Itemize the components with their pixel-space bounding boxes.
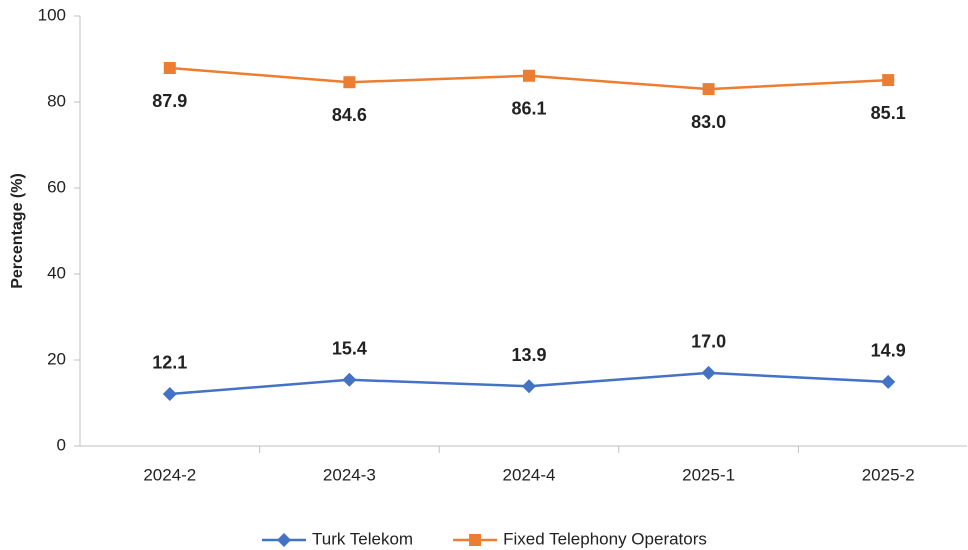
x-tick-label: 2025-1 xyxy=(682,465,735,484)
x-tick-label: 2024-3 xyxy=(323,465,376,484)
x-tick-label: 2025-2 xyxy=(862,465,915,484)
marker xyxy=(162,386,177,401)
y-axis-label: Percentage (%) xyxy=(9,173,26,289)
data-label: 12.1 xyxy=(152,353,187,373)
y-tick-label: 20 xyxy=(47,349,66,368)
x-tick-label: 2024-2 xyxy=(143,465,196,484)
marker xyxy=(163,62,176,75)
marker xyxy=(882,74,895,87)
marker xyxy=(881,374,896,389)
marker xyxy=(522,379,536,394)
marker xyxy=(342,372,357,387)
marker xyxy=(701,365,716,380)
data-label: 83.0 xyxy=(691,112,726,132)
legend-label: Turk Telekom xyxy=(312,529,413,548)
marker xyxy=(523,69,535,82)
data-label: 17.0 xyxy=(691,332,726,352)
data-label: 84.6 xyxy=(332,105,367,125)
data-label: 87.9 xyxy=(152,91,187,111)
legend-marker xyxy=(277,533,291,547)
data-label: 15.4 xyxy=(332,339,367,359)
marker xyxy=(702,83,715,96)
data-label: 85.1 xyxy=(871,103,906,123)
y-tick-label: 60 xyxy=(47,177,66,196)
y-tick-label: 0 xyxy=(57,435,66,454)
x-tick-label: 2024-4 xyxy=(503,465,556,484)
legend-marker xyxy=(469,534,482,546)
data-label: 13.9 xyxy=(511,345,546,365)
y-tick-label: 40 xyxy=(47,263,66,282)
legend-label: Fixed Telephony Operators xyxy=(503,529,707,548)
y-tick-label: 100 xyxy=(38,5,66,24)
data-label: 14.9 xyxy=(871,341,906,361)
data-label: 86.1 xyxy=(511,99,546,119)
y-tick-label: 80 xyxy=(47,91,66,110)
marker xyxy=(343,76,356,89)
